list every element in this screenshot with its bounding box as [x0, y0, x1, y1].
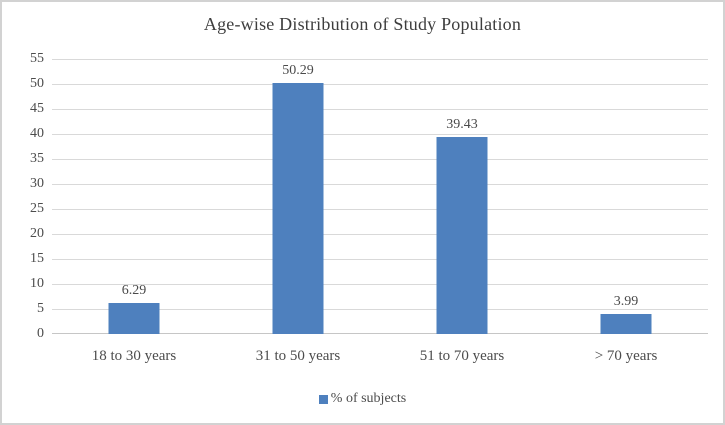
legend: % of subjects — [2, 391, 723, 407]
gridline-y-35 — [52, 159, 708, 160]
y-axis-tick-labels: 0 5 10 15 20 25 30 35 40 45 50 55 — [2, 51, 44, 341]
y-tick-label-55: 55 — [30, 51, 44, 66]
gridline-y-0 — [52, 333, 708, 334]
y-tick-label-30: 30 — [30, 176, 44, 191]
y-tick-label-15: 15 — [30, 251, 44, 266]
y-tick-label-45: 45 — [30, 101, 44, 116]
y-tick-label-5: 5 — [37, 301, 44, 316]
gridline-y-15 — [52, 259, 708, 260]
bar-group-0: 6.29 — [52, 59, 216, 334]
plot-area: 6.29 50.29 39.43 3.99 — [52, 59, 708, 334]
x-axis-label-2: 51 to 70 years — [419, 348, 505, 364]
bar — [600, 314, 652, 334]
y-tick-label-25: 25 — [30, 201, 44, 216]
legend-label: % of subjects — [330, 391, 407, 406]
bar-value-label: 50.29 — [282, 62, 314, 78]
y-tick-label-10: 10 — [30, 276, 44, 291]
bar-value-label: 39.43 — [446, 116, 478, 132]
y-tick-label-40: 40 — [30, 126, 44, 141]
x-axis-label-1: 31 to 50 years — [255, 348, 341, 364]
gridline-y-30 — [52, 184, 708, 185]
gridline-y-25 — [52, 209, 708, 210]
gridline-y-5 — [52, 309, 708, 310]
gridline-y-40 — [52, 134, 708, 135]
bar-group-3: 3.99 — [544, 59, 708, 334]
bar — [272, 82, 324, 334]
x-axis-label-0: 18 to 30 years — [91, 348, 177, 364]
gridline-y-55 — [52, 59, 708, 60]
bar-value-label: 6.29 — [121, 282, 147, 298]
gridline-y-10 — [52, 284, 708, 285]
y-tick-label-0: 0 — [37, 326, 44, 341]
y-tick-label-50: 50 — [30, 76, 44, 91]
gridline-y-45 — [52, 109, 708, 110]
bar — [436, 136, 488, 334]
gridline-y-50 — [52, 84, 708, 85]
bar — [108, 302, 160, 334]
chart-title: Age-wise Distribution of Study Populatio… — [203, 14, 522, 34]
x-axis-label-3: > 70 years — [594, 348, 658, 364]
y-tick-label-20: 20 — [30, 226, 44, 241]
x-axis-labels: 18 to 30 years 31 to 50 years 51 to 70 yea… — [52, 348, 708, 365]
legend-swatch-icon — [318, 394, 328, 404]
y-tick-label-35: 35 — [30, 151, 44, 166]
bar-value-label: 3.99 — [613, 294, 639, 310]
bar-group-1: 50.29 — [216, 59, 380, 334]
gridline-y-20 — [52, 234, 708, 235]
bar-group-2: 39.43 — [380, 59, 544, 334]
